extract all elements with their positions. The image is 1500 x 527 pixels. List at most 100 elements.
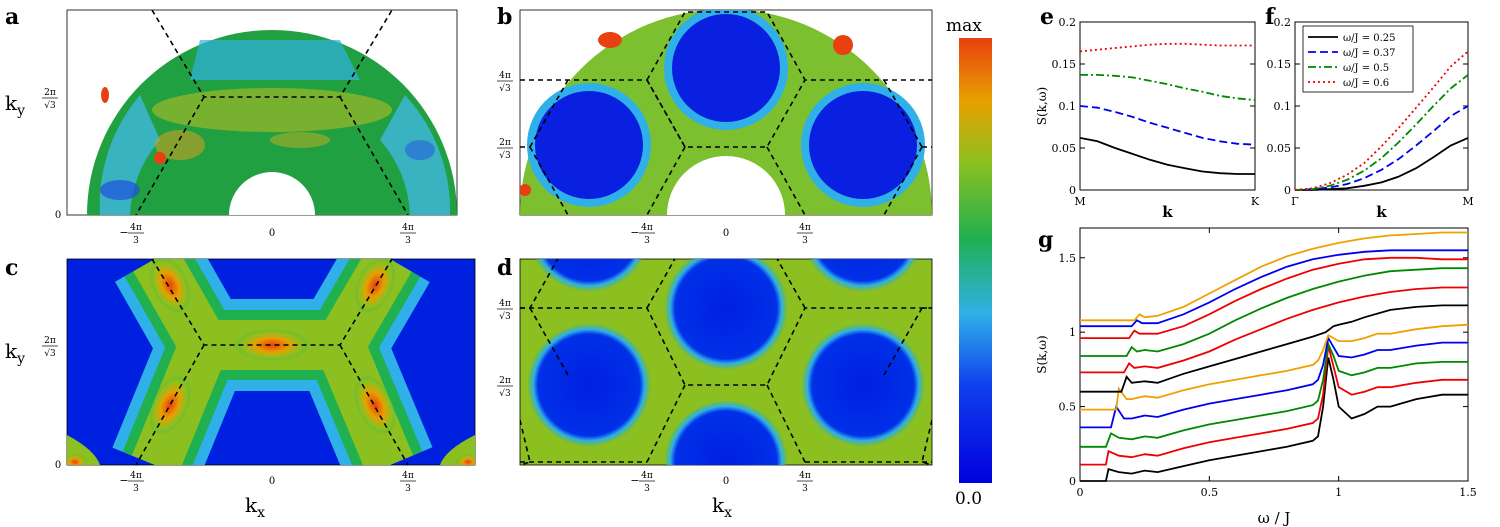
x-tick-label: 1 — [1335, 486, 1342, 499]
y-axis-label: S(k,ω) — [1035, 335, 1049, 373]
y-tick-d-0-num: 4π — [499, 299, 511, 309]
y-axis-label: S(k,ω) — [1035, 87, 1049, 125]
x-tick-1-2-den: 3 — [405, 484, 411, 494]
x-tick-label: M — [1074, 195, 1085, 208]
y-tick-d-0: 4π√3 — [497, 299, 513, 322]
y-tick-label: 0 — [1069, 184, 1076, 197]
x-tick-1-0-den: 3 — [133, 484, 139, 494]
series-line-e-2 — [1080, 74, 1256, 101]
y-tick-label: 0.2 — [1059, 16, 1077, 29]
x-tick-label: 1.5 — [1459, 486, 1477, 499]
y-tick-label: 0.05 — [1267, 142, 1292, 155]
kx-label-left: kx — [245, 493, 265, 521]
y-tick-c-zero: 0 — [55, 460, 61, 471]
series-line-e-1 — [1079, 105, 1256, 146]
y-tick-label: 0.2 — [1274, 16, 1292, 29]
line-panels: e f g 0 0.05 0.1 0.15 0.2 M Kk S(k,ω) 0 0.05 0.1 0.… — [1035, 4, 1477, 527]
panel-b: b — [497, 4, 933, 216]
legend-entry: ω/J = 0.25 — [1343, 33, 1396, 44]
y-tick-label: 0 — [1284, 184, 1291, 197]
x-tick-0-0-num: 4π — [130, 223, 142, 233]
series-line-g-5 — [1080, 304, 1468, 393]
x-tick-2-2-den: 3 — [802, 236, 808, 246]
x-tick-3-2: 4π3 — [797, 471, 813, 494]
series-line-g-9 — [1080, 249, 1468, 328]
x-tick-2-0-den: 3 — [644, 236, 650, 246]
x-tick-2-1-num: 0 — [723, 228, 729, 239]
series-line-g-3 — [1080, 335, 1468, 429]
series-line-f-1 — [1294, 105, 1469, 191]
x-tick-2-2: 4π3 — [797, 223, 813, 246]
y-tick-b-0: 4π√3 — [497, 71, 513, 94]
x-tick-2-0: −4π 3 — [630, 223, 655, 246]
chart-g: 0 0.5 1 1.5 0 0.5 1 1.5 ω / J S(k,ω) — [1035, 227, 1477, 527]
x-tick-label: K — [1251, 195, 1260, 208]
panel-label-b: b — [497, 4, 512, 30]
x-tick-1-0-sign: − — [119, 474, 128, 487]
series-line-f-2 — [1294, 74, 1469, 191]
x-tick-1-0-num: 4π — [130, 471, 142, 481]
series-line-g-2 — [1080, 340, 1468, 448]
y-tick-label: 0.15 — [1267, 58, 1292, 71]
legend-entry: ω/J = 0.5 — [1343, 63, 1389, 74]
x-tick-label: M — [1462, 195, 1473, 208]
series-line-g-1 — [1080, 345, 1468, 466]
x-tick-0-1: 0 — [269, 228, 275, 239]
x-axis-label: k — [1376, 203, 1387, 221]
series-line-e-0 — [1079, 137, 1255, 175]
chart-e: 0 0.05 0.1 0.15 0.2 M Kk S(k,ω) — [1035, 16, 1260, 221]
y-tick-label: 0.15 — [1052, 58, 1077, 71]
y-tick-label: 0.1 — [1274, 100, 1292, 113]
x-tick-3-1: 0 — [723, 476, 729, 487]
legend-entry: ω/J = 0.37 — [1343, 48, 1396, 59]
x-tick-2-0-sign: − — [630, 226, 639, 239]
y-tick-d-0-den: √3 — [499, 311, 511, 322]
x-tick-1-2: 4π3 — [400, 471, 416, 494]
y-tick-a-0-den: √3 — [44, 100, 56, 111]
series-line-g-7 — [1080, 267, 1468, 357]
x-tick-3-0-num: 4π — [641, 471, 653, 481]
colorbar-gradient — [959, 38, 992, 483]
y-tick-c-0: 2π√3 — [42, 336, 58, 359]
plot-frame-g — [1079, 227, 1469, 482]
y-tick-b-1-num: 2π — [499, 138, 511, 148]
panel-label-g: g — [1038, 227, 1053, 253]
map-a-hole — [229, 172, 315, 215]
y-tick-d-1: 2π√3 — [497, 376, 513, 399]
x-axis-label: k — [1162, 203, 1173, 221]
panel-label-c: c — [5, 255, 18, 281]
legend-entry: ω/J = 0.6 — [1343, 78, 1389, 89]
panel-label-e: e — [1040, 4, 1054, 30]
map-b-hole — [667, 156, 785, 215]
x-tick-3-2-num: 4π — [799, 471, 811, 481]
y-tick-a-0: 2π√3 — [42, 88, 58, 111]
y-tick-a-0-num: 2π — [44, 88, 56, 98]
y-tick-b-1: 2π√3 — [497, 138, 513, 161]
chart-f: 00.050.10.150.2Γ Mkω/J = 0.25ω/J = 0.37ω/… — [1267, 16, 1474, 221]
series-line-f-0 — [1295, 137, 1469, 191]
series-line-g-10 — [1080, 231, 1468, 322]
y-tick-label: 1 — [1069, 326, 1076, 339]
x-tick-1-2-num: 4π — [402, 471, 414, 481]
x-tick-1-1-num: 0 — [269, 476, 275, 487]
kx-label-right: kx — [712, 493, 732, 521]
series-line-e-3 — [1079, 42, 1255, 53]
series-line-g-4 — [1080, 323, 1469, 411]
series-line-g-6 — [1080, 286, 1468, 374]
series-line-g-8 — [1080, 256, 1468, 340]
y-tick-a-zero: 0 — [55, 210, 61, 221]
plot-frame-e — [1079, 21, 1256, 191]
y-tick-label: 0.1 — [1059, 100, 1077, 113]
x-tick-0-0: −4π 3 — [119, 223, 144, 246]
y-tick-c-0-den: √3 — [44, 348, 56, 359]
x-tick-0-2: 4π3 — [400, 223, 416, 246]
series-line-g-0 — [1080, 357, 1468, 482]
x-axis-label: ω / J — [1258, 509, 1291, 527]
x-tick-0-0-sign: − — [119, 226, 128, 239]
x-tick-2-0-num: 4π — [641, 223, 653, 233]
x-tick-1-0: −4π 3 — [119, 471, 144, 494]
panel-a: a — [5, 4, 458, 216]
